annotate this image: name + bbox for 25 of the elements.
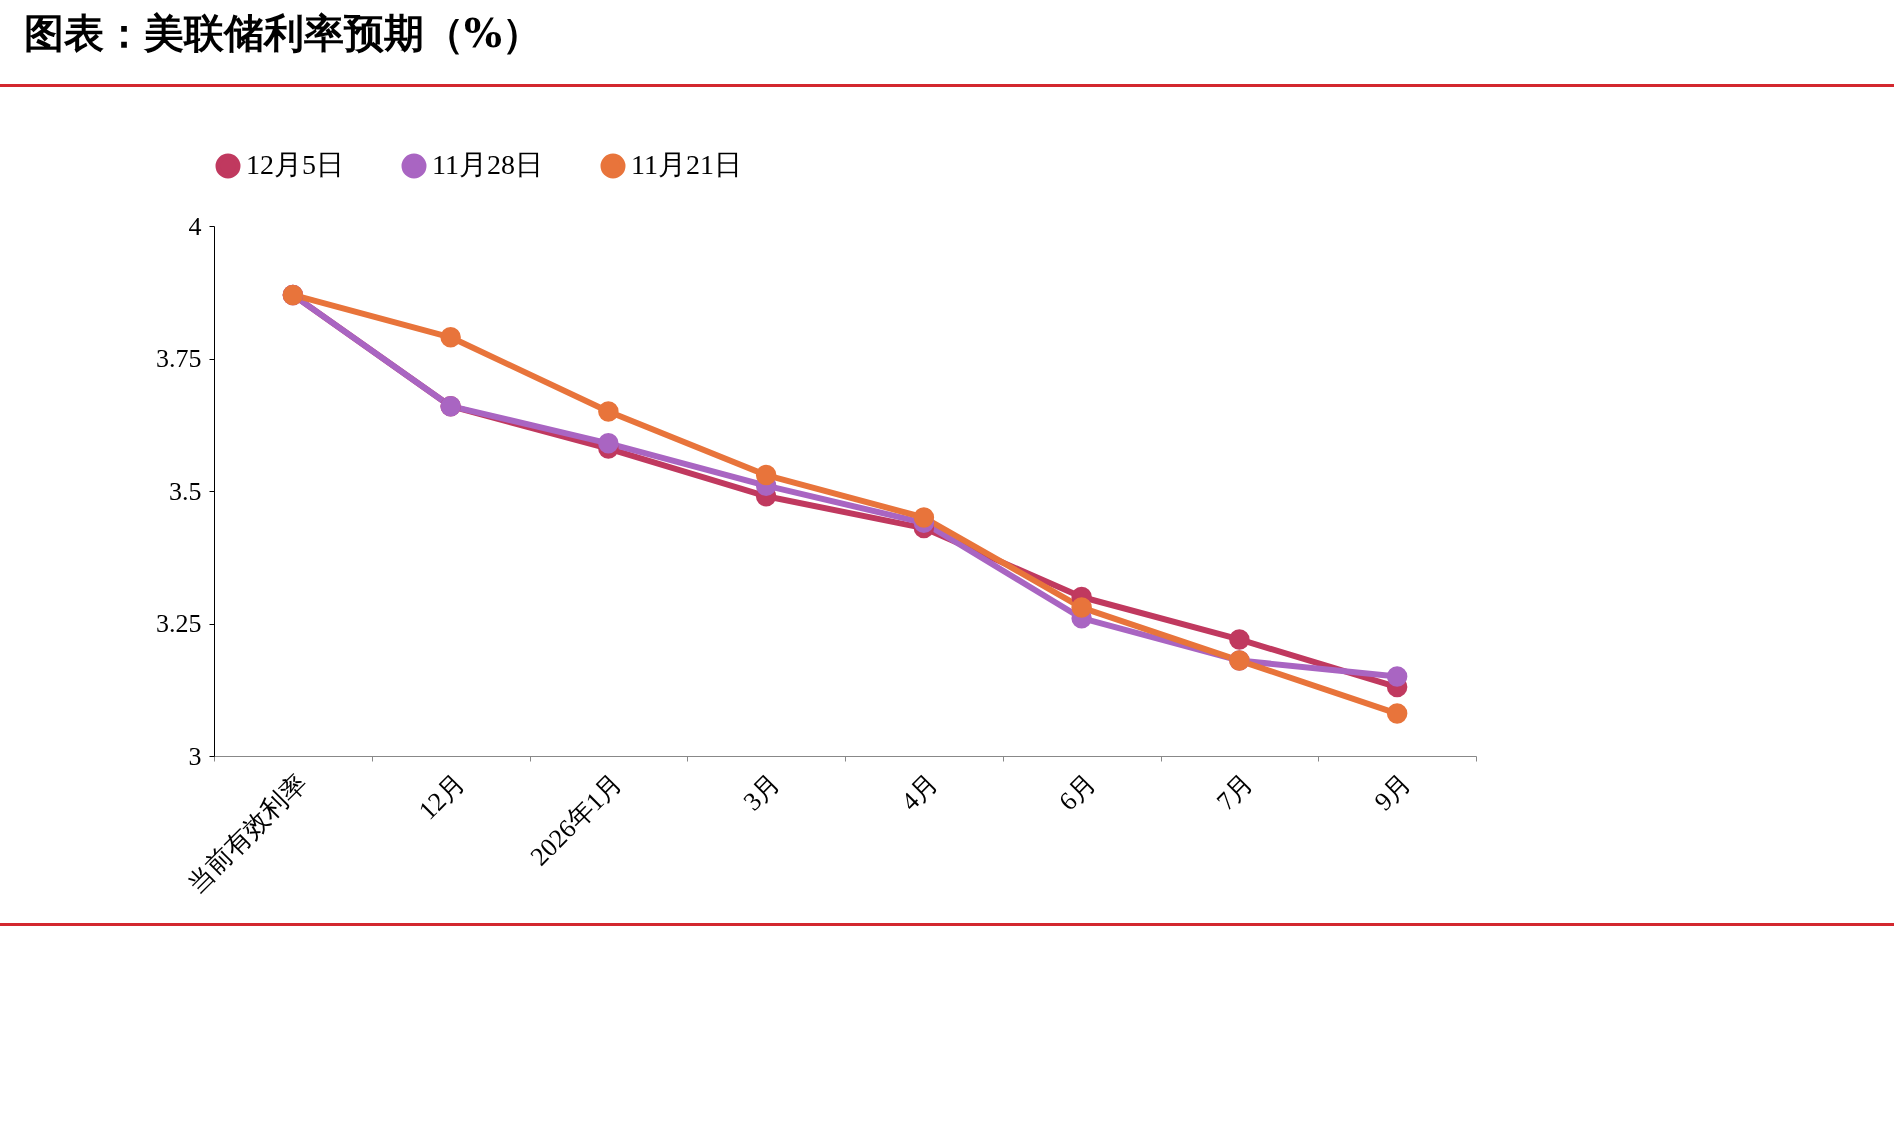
legend-label: 11月28日 (432, 149, 543, 180)
x-tick-label: 6月 (1053, 768, 1102, 817)
chart-title: 图表：美联储利率预期（%） (23, 8, 543, 58)
point (598, 433, 619, 454)
point (1229, 629, 1250, 650)
legend-label: 12月5日 (246, 149, 344, 180)
point (755, 464, 777, 486)
point (913, 507, 935, 528)
y-tick-label: 3.25 (156, 609, 202, 638)
y-tick-label: 4 (188, 211, 202, 241)
point (440, 327, 461, 348)
y-tick-label: 3.5 (169, 476, 202, 506)
point (598, 401, 619, 422)
x-tick-label: 12月 (412, 768, 471, 826)
x-tick-label: 当前有效利率 (181, 768, 313, 899)
x-tick-label: 3月 (737, 768, 786, 817)
y-tick-label: 3.75 (156, 344, 202, 373)
point (1386, 666, 1408, 687)
point (1386, 703, 1408, 724)
y-tick-label: 3 (188, 741, 202, 771)
point (1071, 597, 1092, 618)
x-tick-label: 9月 (1368, 768, 1417, 817)
x-tick-label: 7月 (1210, 768, 1259, 817)
x-tick-label: 4月 (895, 768, 944, 817)
legend-label: 11月21日 (631, 149, 742, 180)
